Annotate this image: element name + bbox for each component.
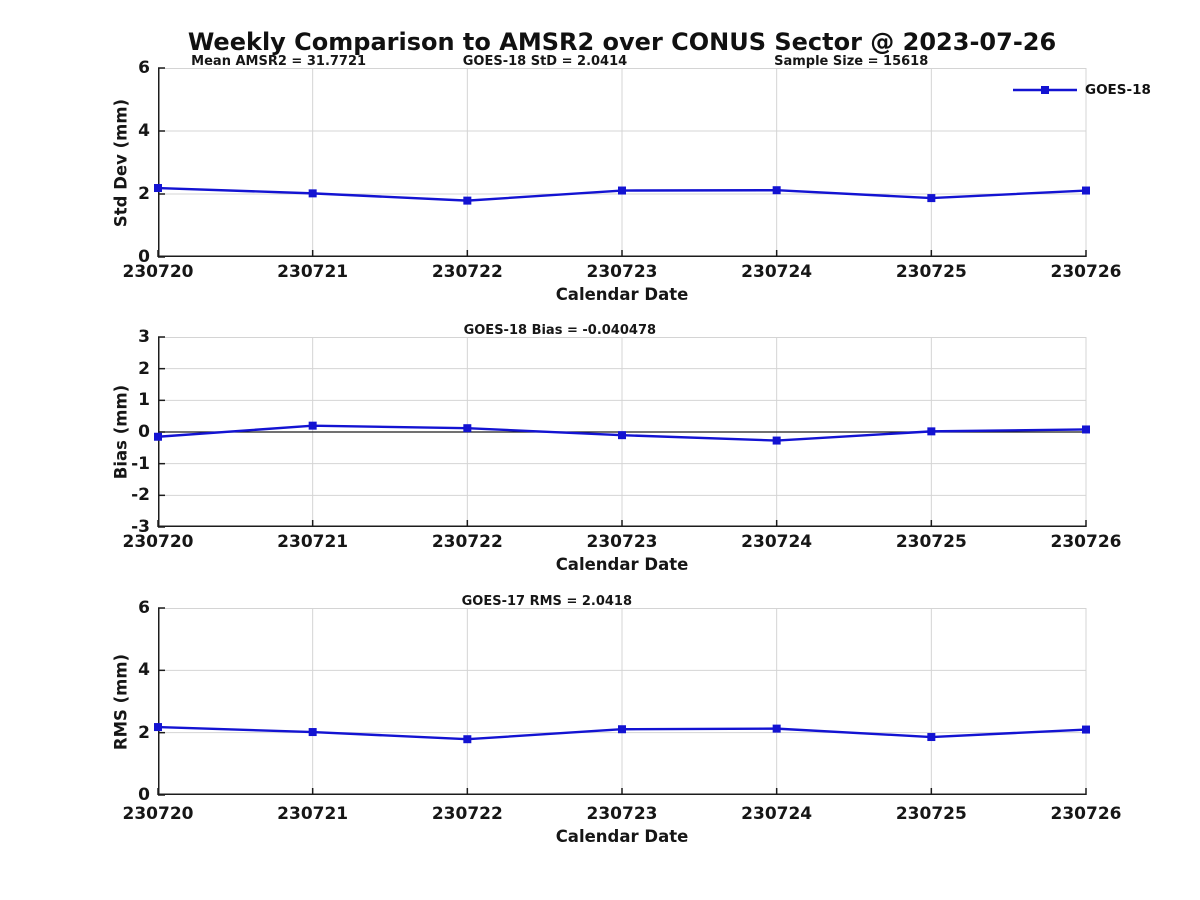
data-point-marker — [1082, 725, 1090, 734]
data-point-marker — [308, 421, 317, 430]
x-tick-label: 230722 — [431, 262, 503, 282]
data-point-marker — [308, 189, 317, 198]
x-tick-label: 230721 — [277, 804, 349, 824]
data-point-marker — [618, 186, 626, 195]
y-tick-label: 0 — [138, 422, 150, 442]
x-tick-label: 230725 — [895, 532, 967, 552]
plot-annotation: Mean AMSR2 = 31.7721 — [191, 54, 367, 69]
y-tick-label: 6 — [138, 58, 150, 78]
y-tick-label: 3 — [138, 327, 150, 347]
x-tick-label: 230723 — [586, 532, 658, 552]
legend-label: GOES-18 — [1085, 82, 1151, 98]
plot-annotation: GOES-18 Bias = -0.040478 — [463, 323, 657, 338]
data-point-marker — [927, 194, 936, 203]
x-tick-label: 230724 — [741, 262, 813, 282]
y-tick-label: 0 — [138, 785, 150, 805]
y-tick-label: 0 — [138, 247, 150, 267]
data-point-marker — [618, 725, 626, 734]
y-tick-label: 1 — [138, 390, 150, 411]
data-point-marker — [1082, 425, 1090, 434]
data-point-marker — [154, 432, 162, 441]
x-axis-label: Calendar Date — [555, 827, 689, 846]
y-tick-label: 2 — [138, 184, 150, 204]
plot-annotation: Sample Size = 15618 — [774, 54, 929, 69]
x-tick-label: 230723 — [586, 804, 658, 824]
data-point-marker — [772, 724, 781, 733]
data-point-marker — [772, 186, 781, 195]
y-tick-label: -2 — [131, 485, 150, 506]
x-tick-label: 230721 — [277, 532, 349, 552]
x-tick-label: 230726 — [1050, 532, 1122, 552]
plot-annotation: GOES-18 StD = 2.0414 — [462, 54, 628, 69]
y-axis-label: Std Dev (mm) — [111, 98, 131, 227]
data-point-marker — [463, 196, 472, 205]
x-axis-label: Calendar Date — [555, 285, 689, 304]
data-point-marker — [927, 733, 936, 742]
y-tick-label: -1 — [131, 453, 150, 474]
x-tick-label: 230726 — [1050, 804, 1122, 824]
data-point-marker — [463, 735, 472, 744]
x-tick-label: 230724 — [741, 532, 813, 552]
legend-marker — [1013, 86, 1077, 94]
x-tick-label: 230721 — [277, 262, 349, 282]
data-point-marker — [154, 184, 162, 193]
plot-area-3 — [154, 607, 1090, 796]
data-point-marker — [308, 728, 317, 737]
y-axis-label: RMS (mm) — [111, 653, 131, 750]
y-tick-label: 4 — [138, 660, 150, 681]
data-point-marker — [927, 427, 936, 436]
figure-title: Weekly Comparison to AMSR2 over CONUS Se… — [187, 28, 1057, 56]
x-tick-label: 230725 — [895, 804, 967, 824]
x-tick-label: 230720 — [122, 532, 194, 552]
y-tick-label: -3 — [131, 517, 150, 537]
plot-area-2 — [154, 336, 1090, 528]
data-point-marker — [154, 723, 162, 732]
x-tick-label: 230726 — [1050, 262, 1122, 282]
x-tick-label: 230722 — [431, 804, 503, 824]
y-tick-label: 6 — [138, 598, 150, 618]
plot-area-1 — [154, 67, 1090, 258]
legend: GOES-18 — [1013, 81, 1151, 99]
plot-annotation: GOES-17 RMS = 2.0418 — [461, 594, 633, 609]
x-tick-label: 230720 — [122, 262, 194, 282]
y-tick-label: 4 — [138, 121, 150, 141]
x-tick-label: 230720 — [122, 804, 194, 824]
data-point-marker — [1082, 186, 1090, 195]
data-point-marker — [772, 436, 781, 445]
y-tick-label: 2 — [138, 722, 150, 743]
data-point-marker — [618, 431, 626, 440]
x-tick-label: 230725 — [895, 262, 967, 282]
x-tick-label: 230723 — [586, 262, 658, 282]
y-tick-label: 2 — [138, 358, 150, 379]
data-point-marker — [463, 424, 472, 433]
x-tick-label: 230724 — [741, 804, 813, 824]
x-axis-label: Calendar Date — [555, 555, 689, 574]
x-tick-label: 230722 — [431, 532, 503, 552]
y-axis-label: Bias (mm) — [111, 384, 131, 480]
